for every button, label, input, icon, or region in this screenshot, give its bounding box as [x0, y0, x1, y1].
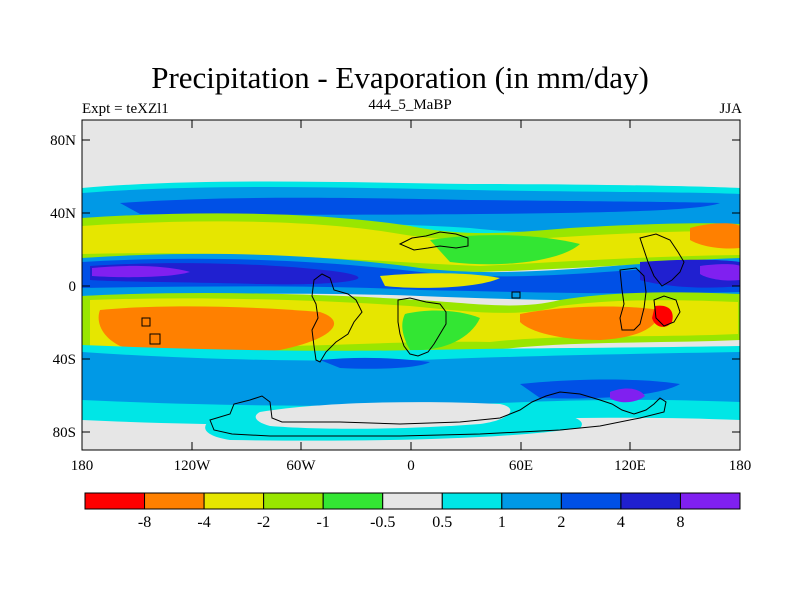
- field-green-south-atlantic: [402, 310, 480, 351]
- field-purple-south-patch: [610, 388, 645, 403]
- colorbar-label: -8: [138, 514, 151, 531]
- coastline-small-island-2: [149, 333, 161, 345]
- lat-axis: [82, 139, 740, 433]
- field-yellow-north-subtropics: [82, 221, 740, 266]
- colorbar-label: 2: [557, 514, 565, 531]
- coastline-small-island-3: [511, 291, 521, 299]
- coastline-africa: [397, 297, 447, 357]
- colorbar-label: -2: [257, 514, 270, 531]
- lon-tick-label: 120E: [614, 458, 646, 474]
- experiment-label: Expt = teXZl1: [82, 101, 169, 117]
- colorbar-label: 1: [498, 514, 506, 531]
- field-orange-north-patch: [690, 223, 740, 249]
- season-label: JJA: [719, 101, 742, 117]
- coastline-small-island-1: [141, 317, 151, 327]
- field-purple-equator-east: [700, 264, 740, 281]
- colorbar-label: -4: [197, 514, 210, 531]
- colorbar-swatch: [382, 492, 443, 510]
- colorbar-swatch: [441, 492, 503, 510]
- lat-tick-label: 80S: [53, 425, 76, 441]
- colorbar-label: 4: [617, 514, 625, 531]
- colorbar-label: -1: [317, 514, 330, 531]
- colorbar-swatch: [322, 492, 384, 510]
- coastlines: [141, 231, 685, 437]
- field-yellow-equatorial-patch: [380, 273, 500, 288]
- lon-tick-label: 180: [71, 458, 94, 474]
- lon-tick-label: 120W: [174, 458, 212, 474]
- coastline-south-america: [311, 273, 363, 363]
- colorbar-swatch: [263, 492, 324, 510]
- colorbar-swatch: [620, 492, 681, 510]
- field-orange-south-indian: [520, 306, 660, 340]
- field-purple-equator-west: [92, 265, 190, 278]
- coastline-antarctica: [209, 391, 667, 437]
- page-title: Precipitation - Evaporation (in mm/day): [151, 60, 649, 95]
- colorbar-swatch: [679, 492, 741, 510]
- colorbar-swatch: [144, 492, 205, 510]
- colorbar-swatch: [84, 492, 146, 510]
- coastline-indonesia: [653, 295, 681, 327]
- colorbar-label: 8: [676, 514, 684, 531]
- field-orange-south-pacific: [98, 306, 335, 355]
- lat-tick-label: 40N: [50, 206, 76, 222]
- lon-axis: [81, 120, 741, 450]
- lat-tick-label: 80N: [50, 133, 76, 149]
- lat-tick-label: 0: [69, 279, 77, 295]
- lat-tick-label: 40S: [53, 352, 76, 368]
- colorbar: -8 -4 -2 -1 -0.5 0.5 1 2 4 8: [84, 492, 741, 531]
- run-label: 444_5_MaBP: [368, 97, 452, 113]
- lon-tick-label: 60E: [509, 458, 533, 474]
- coastline-eurasia-south: [398, 231, 469, 251]
- lon-tick-label: 0: [407, 458, 415, 474]
- colorbar-label: 0.5: [432, 514, 452, 531]
- field-blue-south-band: [320, 357, 680, 399]
- colorbar-swatch: [501, 492, 562, 510]
- lon-tick-label: 60W: [286, 458, 316, 474]
- colorbar-label: -0.5: [370, 514, 395, 531]
- colorbar-swatch: [203, 492, 265, 510]
- coastline-india: [639, 233, 685, 287]
- colorbar-swatch: [560, 492, 622, 510]
- field-blue-north-band: [120, 197, 720, 215]
- precip-evap-field: [82, 120, 740, 450]
- field-red-south-indian: [652, 305, 673, 327]
- lon-tick-label: 180: [729, 458, 752, 474]
- coastline-australia: [619, 267, 647, 331]
